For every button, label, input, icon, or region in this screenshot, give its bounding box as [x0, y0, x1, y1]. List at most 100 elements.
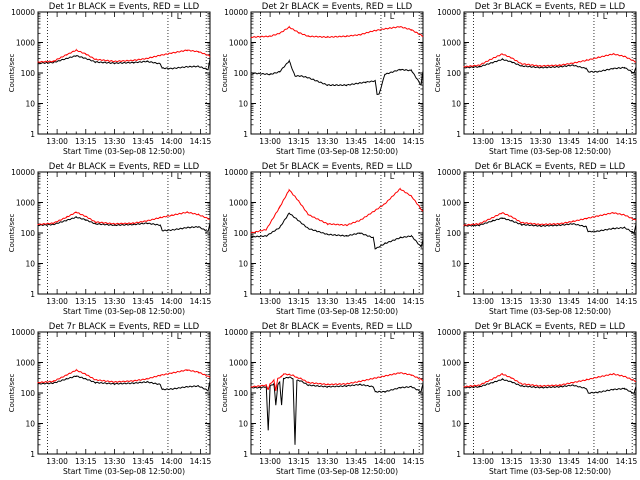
- y-tick-label: 10000: [11, 328, 35, 337]
- y-axis-label: Counts/sec: [8, 374, 16, 413]
- y-tick-label: 10000: [224, 168, 248, 177]
- panel-title: Det 8r BLACK = Events, RED = LLD: [262, 322, 413, 332]
- y-tick-label: 10: [238, 260, 248, 269]
- x-tick-label: 13:30: [104, 137, 126, 146]
- panel-title: Det 1r BLACK = Events, RED = LLD: [49, 2, 200, 12]
- y-tick-label: 1: [30, 130, 35, 139]
- panel-title: Det 9r BLACK = Events, RED = LLD: [475, 322, 626, 332]
- y-tick-label: 100: [21, 229, 36, 238]
- x-tick-label: 14:15: [190, 297, 212, 306]
- x-tick-label: 13:00: [259, 457, 281, 466]
- x-tick-label: 13:30: [317, 297, 339, 306]
- y-tick-label: 100: [234, 389, 249, 398]
- y-tick-label: 1000: [16, 359, 35, 368]
- y-tick-label: 100: [234, 229, 249, 238]
- plot-frame: [37, 331, 211, 455]
- y-axis-label: Counts/sec: [221, 374, 229, 413]
- x-tick-label: 14:15: [616, 297, 638, 306]
- y-tick-label: 100: [447, 389, 462, 398]
- x-tick-label: 13:15: [288, 457, 310, 466]
- y-tick-label: 100: [21, 69, 36, 78]
- series-line-events: [37, 375, 211, 392]
- plot-frame: [37, 171, 211, 295]
- y-tick-label: 1: [456, 130, 461, 139]
- y-tick-label: 100: [234, 69, 249, 78]
- corner-marker: L: [390, 332, 395, 341]
- panel-title: Det 6r BLACK = Events, RED = LLD: [475, 162, 626, 172]
- series-line-events: [250, 58, 424, 95]
- x-tick-label: 14:00: [374, 297, 396, 306]
- y-axis-label: Counts/sec: [434, 54, 442, 93]
- panel-title: Det 2r BLACK = Events, RED = LLD: [262, 2, 413, 12]
- y-tick-label: 1000: [442, 359, 461, 368]
- x-tick-label: 14:15: [190, 457, 212, 466]
- x-axis-label: Start Time (03-Sep-08 12:50:00): [489, 147, 611, 156]
- series-line-events: [463, 57, 637, 74]
- y-tick-label: 1: [456, 290, 461, 299]
- series-line-events: [463, 377, 637, 394]
- plot-frame: [250, 171, 424, 295]
- plot-frame: [463, 11, 637, 135]
- y-tick-label: 1000: [442, 39, 461, 48]
- y-tick-label: 10: [25, 420, 35, 429]
- x-axis-label: Start Time (03-Sep-08 12:50:00): [63, 467, 185, 476]
- y-tick-label: 10: [25, 100, 35, 109]
- x-tick-label: 13:30: [530, 457, 552, 466]
- y-tick-label: 10000: [437, 328, 461, 337]
- x-tick-label: 14:15: [403, 297, 425, 306]
- y-tick-label: 10: [451, 100, 461, 109]
- y-tick-label: 10: [451, 420, 461, 429]
- series-line-events: [250, 212, 424, 250]
- corner-marker: L: [603, 332, 608, 341]
- x-tick-label: 13:00: [472, 297, 494, 306]
- x-tick-label: 13:45: [345, 137, 367, 146]
- y-tick-label: 1000: [229, 199, 248, 208]
- x-tick-label: 13:15: [75, 297, 97, 306]
- x-axis-label: Start Time (03-Sep-08 12:50:00): [489, 467, 611, 476]
- panel-title: Det 4r BLACK = Events, RED = LLD: [49, 162, 200, 172]
- x-tick-label: 14:00: [587, 457, 609, 466]
- series-line-events: [37, 216, 211, 232]
- x-tick-label: 14:00: [161, 457, 183, 466]
- y-tick-label: 1: [30, 290, 35, 299]
- x-tick-label: 13:15: [288, 297, 310, 306]
- x-axis-label: Start Time (03-Sep-08 12:50:00): [63, 147, 185, 156]
- y-tick-label: 1000: [229, 359, 248, 368]
- x-axis-label: Start Time (03-Sep-08 12:50:00): [276, 467, 398, 476]
- series-line-lld: [250, 187, 424, 234]
- y-axis-label: Counts/sec: [434, 214, 442, 253]
- x-tick-label: 13:00: [472, 457, 494, 466]
- x-tick-label: 13:15: [501, 297, 523, 306]
- corner-marker: L: [177, 172, 182, 181]
- corner-marker: L: [390, 172, 395, 181]
- panel-title: Det 3r BLACK = Events, RED = LLD: [475, 2, 626, 12]
- y-axis-label: Counts/sec: [8, 214, 16, 253]
- corner-marker: L: [177, 332, 182, 341]
- y-tick-label: 10000: [224, 328, 248, 337]
- corner-marker: L: [603, 172, 608, 181]
- series-line-events: [463, 217, 637, 235]
- x-axis-label: Start Time (03-Sep-08 12:50:00): [63, 307, 185, 316]
- series-line-lld: [463, 52, 636, 68]
- y-tick-label: 1: [243, 130, 248, 139]
- corner-marker: L: [603, 12, 608, 21]
- y-tick-label: 1: [243, 290, 248, 299]
- x-tick-label: 13:00: [259, 137, 281, 146]
- y-tick-label: 10000: [11, 168, 35, 177]
- y-tick-label: 10: [451, 260, 461, 269]
- y-tick-label: 1000: [442, 199, 461, 208]
- x-tick-label: 13:45: [132, 457, 154, 466]
- x-tick-label: 13:15: [501, 457, 523, 466]
- x-tick-label: 13:00: [46, 137, 68, 146]
- x-tick-label: 13:30: [104, 297, 126, 306]
- plot-frame: [37, 11, 211, 135]
- x-tick-label: 13:15: [75, 137, 97, 146]
- x-tick-label: 14:15: [616, 137, 638, 146]
- x-axis-label: Start Time (03-Sep-08 12:50:00): [489, 307, 611, 316]
